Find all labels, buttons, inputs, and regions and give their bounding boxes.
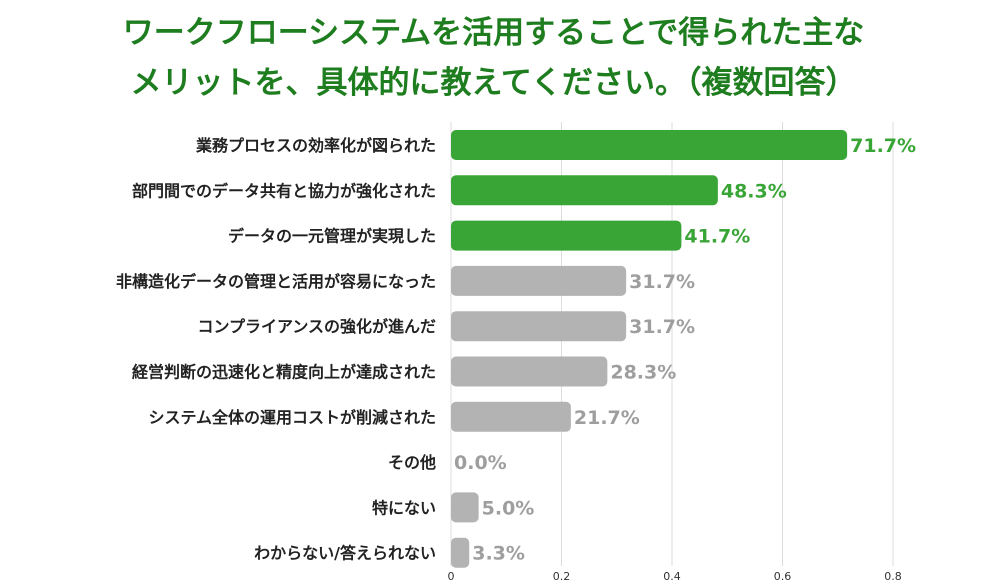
x-tick-label: 0.6 — [774, 570, 792, 583]
category-label: 非構造化データの管理と活用が容易になった — [116, 272, 436, 291]
chart-title-line-2: メリットを、具体的に教えてください。（複数回答） — [130, 65, 857, 101]
bar — [451, 356, 608, 387]
category-label: 経営判断の迅速化と精度向上が達成された — [132, 363, 436, 382]
data-label: 0.0% — [454, 452, 507, 474]
data-label: 41.7% — [684, 226, 750, 248]
category-label: コンプライアンスの強化が進んだ — [197, 317, 436, 336]
bar — [451, 311, 627, 342]
category-label: データの一元管理が実現した — [228, 227, 436, 246]
data-label: 48.3% — [721, 180, 787, 202]
bar — [451, 265, 627, 296]
bar — [451, 130, 848, 160]
category-label: わからない/答えられない — [254, 544, 436, 563]
bar — [451, 220, 682, 251]
bar — [451, 401, 571, 432]
category-label: 業務プロセスの効率化が図られた — [195, 136, 436, 155]
x-tick-label: 0.4 — [663, 570, 681, 583]
bar — [451, 492, 479, 523]
data-label: 3.3% — [472, 543, 525, 565]
data-label: 71.7% — [850, 135, 916, 157]
category-label: 特にない — [372, 498, 436, 517]
chart-title-line-1: ワークフローシステムを活用することで得られた主な — [122, 15, 865, 51]
bar — [451, 537, 470, 568]
data-label: 21.7% — [574, 407, 640, 429]
bar — [451, 175, 718, 206]
category-label: システム全体の運用コストが削減された — [148, 408, 436, 427]
data-label: 31.7% — [629, 316, 695, 338]
category-label: その他 — [388, 453, 436, 472]
x-tick-label: 0 — [448, 570, 455, 583]
x-tick-label: 0.8 — [884, 570, 902, 583]
chart-title: ワークフローシステムを活用することで得られた主な メリットを、具体的に教えてくだ… — [0, 8, 987, 108]
data-label: 31.7% — [629, 271, 695, 293]
data-label: 5.0% — [482, 497, 535, 519]
category-label: 部門間でのデータ共有と協力が強化された — [132, 181, 436, 200]
x-tick-label: 0.2 — [553, 570, 571, 583]
data-label: 28.3% — [610, 362, 676, 384]
